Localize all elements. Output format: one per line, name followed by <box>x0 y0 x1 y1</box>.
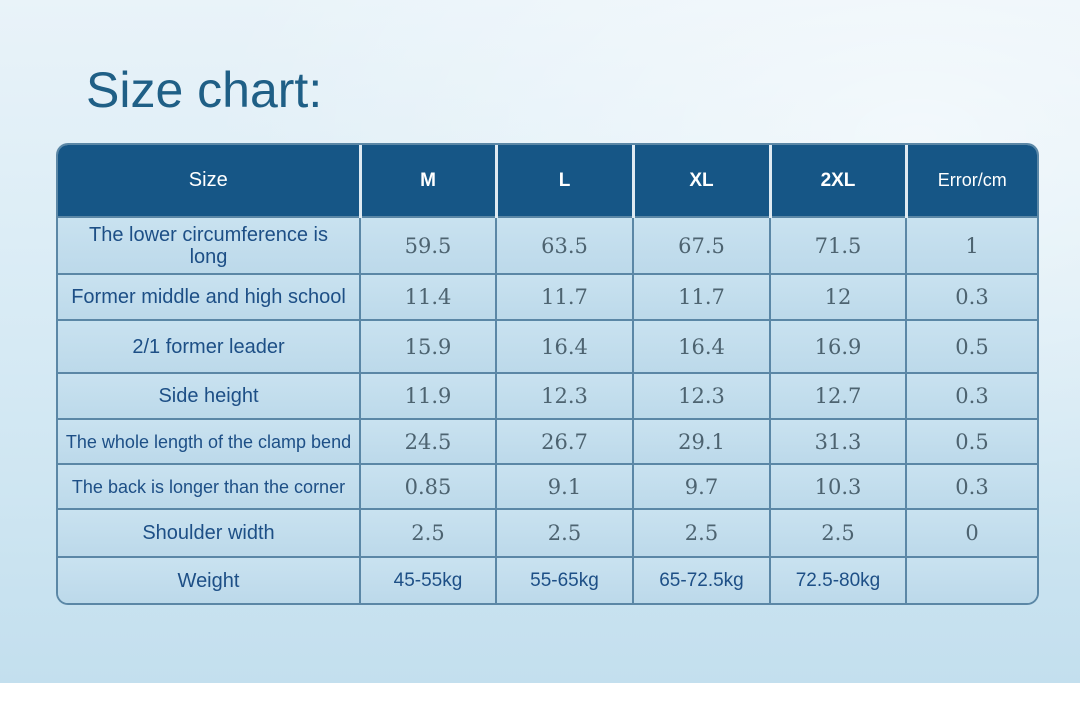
value-cell: 63.5 <box>496 216 634 274</box>
value-cell: 0 <box>906 508 1037 557</box>
table-row: Shoulder width 2.5 2.5 2.5 2.5 0 <box>58 508 1037 557</box>
weight-cell: 72.5-80kg <box>770 556 907 603</box>
header-l: L <box>496 145 635 217</box>
value-cell: 0.3 <box>906 372 1037 419</box>
header-2xl: 2XL <box>770 145 908 217</box>
weight-cell: 45-55kg <box>360 556 497 603</box>
row-label: The whole length of the clamp bend <box>58 418 361 464</box>
value-cell: 2.5 <box>770 508 907 557</box>
value-cell: 9.1 <box>496 463 634 509</box>
value-cell: 2.5 <box>633 508 771 557</box>
row-label: Former middle and high school <box>58 273 361 320</box>
value-cell: 2.5 <box>496 508 634 557</box>
weight-cell: 55-65kg <box>496 556 634 603</box>
bottom-margin <box>0 683 1080 708</box>
header-row: Size M L XL 2XL Error/cm <box>58 145 1037 217</box>
value-cell: 2.5 <box>360 508 497 557</box>
value-cell: 59.5 <box>360 216 497 274</box>
value-cell: 9.7 <box>633 463 771 509</box>
row-label: The lower circumference is long <box>58 216 361 274</box>
table-row: Side height 11.9 12.3 12.3 12.7 0.3 <box>58 372 1037 419</box>
table-row: The whole length of the clamp bend 24.5 … <box>58 418 1037 464</box>
weight-cell <box>906 556 1037 603</box>
value-cell: 16.4 <box>633 319 771 373</box>
weight-cell: 65-72.5kg <box>633 556 771 603</box>
value-cell: 24.5 <box>360 418 497 464</box>
value-cell: 67.5 <box>633 216 771 274</box>
value-cell: 71.5 <box>770 216 907 274</box>
value-cell: 26.7 <box>496 418 634 464</box>
value-cell: 15.9 <box>360 319 497 373</box>
value-cell: 0.3 <box>906 463 1037 509</box>
page-title: Size chart: <box>86 62 323 118</box>
value-cell: 16.4 <box>496 319 634 373</box>
value-cell: 0.5 <box>906 319 1037 373</box>
header-error: Error/cm <box>906 145 1037 217</box>
value-cell: 1 <box>906 216 1037 274</box>
value-cell: 11.9 <box>360 372 497 419</box>
value-cell: 12 <box>770 273 907 320</box>
table-row: The lower circumference is long 59.5 63.… <box>58 216 1037 274</box>
value-cell: 11.4 <box>360 273 497 320</box>
value-cell: 12.3 <box>496 372 634 419</box>
header-size: Size <box>58 145 362 217</box>
value-cell: 12.7 <box>770 372 907 419</box>
row-label: Shoulder width <box>58 508 361 557</box>
value-cell: 10.3 <box>770 463 907 509</box>
row-label: The back is longer than the corner <box>58 463 361 509</box>
size-chart-table: Size M L XL 2XL Error/cm The lower circu… <box>58 145 1037 603</box>
value-cell: 12.3 <box>633 372 771 419</box>
table-row: Weight 45-55kg 55-65kg 65-72.5kg 72.5-80… <box>58 556 1037 603</box>
value-cell: 16.9 <box>770 319 907 373</box>
header-m: M <box>360 145 498 217</box>
table-row: 2/1 former leader 15.9 16.4 16.4 16.9 0.… <box>58 319 1037 373</box>
value-cell: 0.85 <box>360 463 497 509</box>
row-label: Side height <box>58 372 361 419</box>
value-cell: 11.7 <box>633 273 771 320</box>
row-label: Weight <box>58 556 361 603</box>
header-xl: XL <box>633 145 772 217</box>
row-label: 2/1 former leader <box>58 319 361 373</box>
table-row: The back is longer than the corner 0.85 … <box>58 463 1037 509</box>
value-cell: 29.1 <box>633 418 771 464</box>
value-cell: 11.7 <box>496 273 634 320</box>
table-row: Former middle and high school 11.4 11.7 … <box>58 273 1037 320</box>
value-cell: 31.3 <box>770 418 907 464</box>
value-cell: 0.3 <box>906 273 1037 320</box>
value-cell: 0.5 <box>906 418 1037 464</box>
